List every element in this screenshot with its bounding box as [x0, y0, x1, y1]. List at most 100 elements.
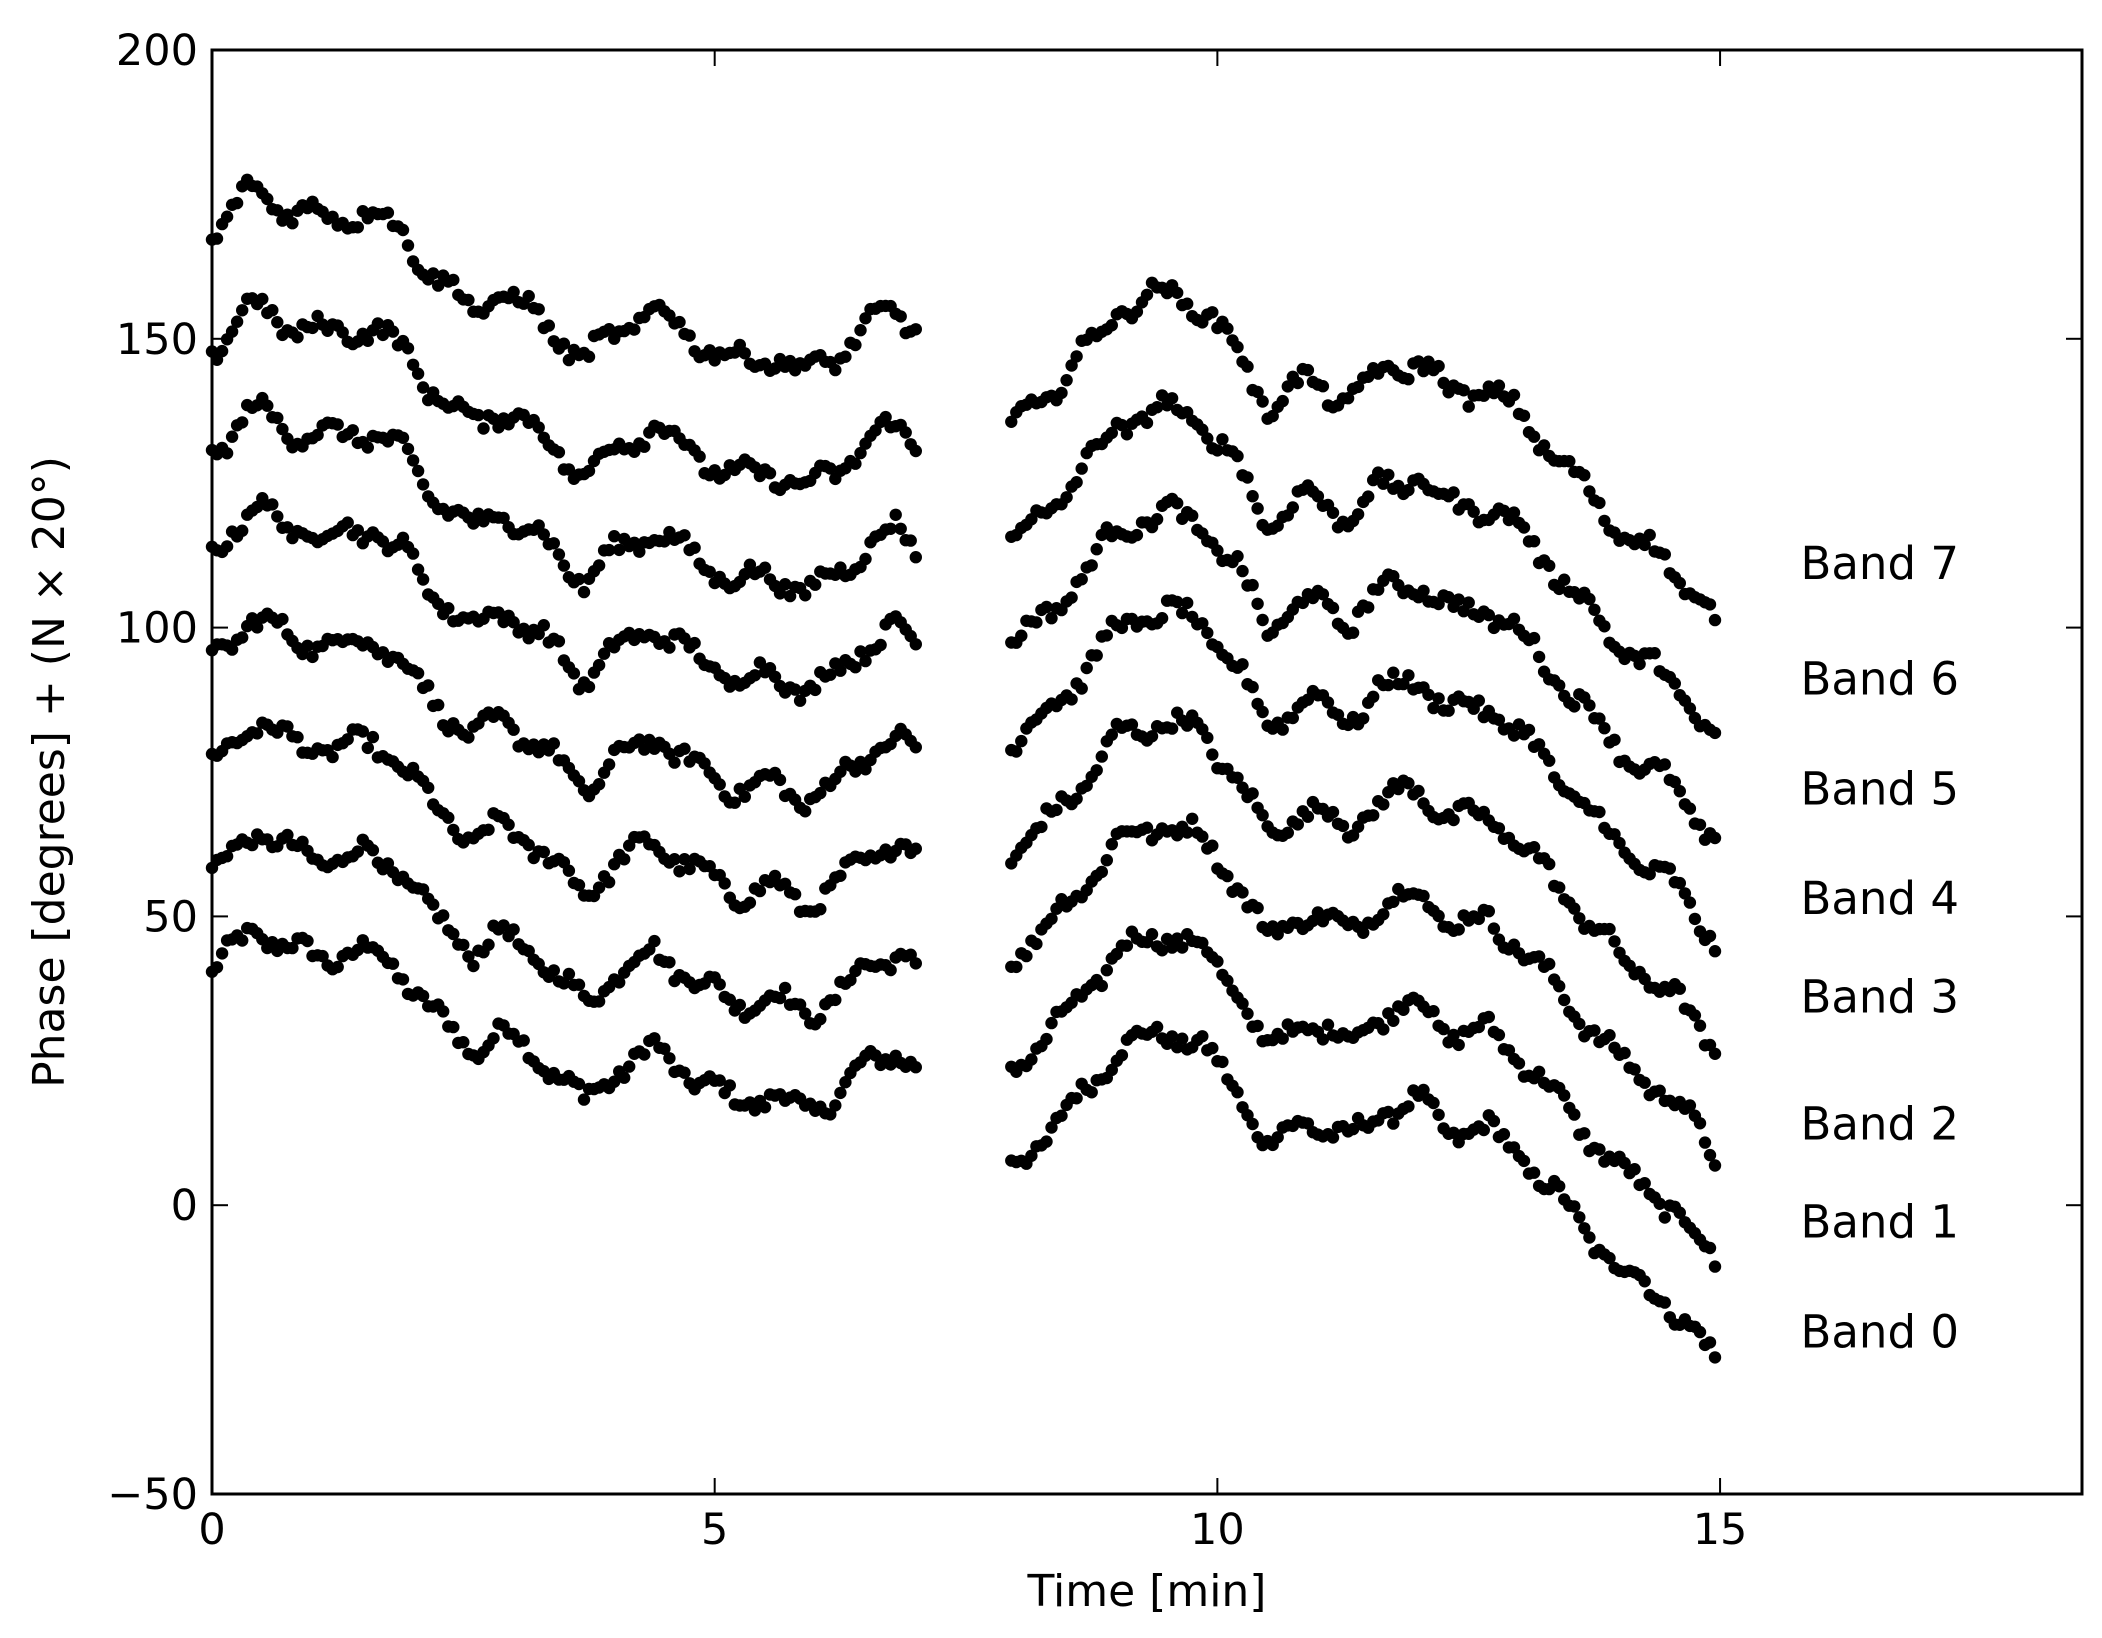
band-2-point	[602, 876, 616, 889]
band-label-4: Band 3	[1800, 970, 1958, 1023]
band-4-point	[406, 547, 420, 560]
band-5-point	[592, 559, 606, 572]
band-6-point	[230, 315, 244, 328]
band-0-point	[1573, 1211, 1586, 1224]
band-6-point	[1286, 501, 1300, 514]
band-1-point	[1241, 1007, 1254, 1020]
band-2-point	[673, 865, 686, 878]
band-2-point	[1543, 957, 1556, 971]
band-3-point	[638, 743, 651, 756]
band-4-point	[1357, 712, 1370, 725]
band-7-point	[1578, 469, 1591, 482]
band-6-point	[1447, 486, 1460, 499]
band-5-point	[1553, 679, 1566, 692]
band-5-point	[552, 548, 566, 561]
band-6-point	[371, 317, 385, 330]
band-5-point	[396, 431, 410, 444]
band-5-point	[1482, 608, 1496, 622]
band-7-point	[909, 323, 922, 336]
band-6-point	[401, 342, 415, 355]
band-7-point	[1351, 380, 1365, 394]
band-3-point	[306, 650, 319, 664]
band-5-point	[1015, 629, 1028, 642]
band-7-point	[1005, 415, 1018, 428]
band-5-point	[809, 578, 822, 591]
band-1-point	[909, 957, 922, 970]
band-7-point	[1507, 388, 1521, 402]
band-3-point	[1145, 730, 1159, 743]
band-5-point	[658, 535, 671, 548]
band-4-point	[567, 667, 581, 680]
band-7-point	[683, 329, 696, 342]
band-7-point	[1598, 514, 1611, 528]
band-4-point	[432, 597, 445, 610]
band-3-point	[572, 775, 586, 788]
band-1-point	[562, 967, 576, 981]
band-1-point	[1251, 1019, 1264, 1033]
band-2-point	[683, 862, 696, 876]
band-6-point	[1070, 476, 1083, 489]
band-5-point	[758, 561, 772, 574]
band-0-point	[663, 1052, 676, 1065]
band-7-point	[230, 196, 244, 210]
band-6-point	[1201, 432, 1214, 445]
band-1-point	[1593, 1143, 1606, 1156]
band-5-point	[1171, 497, 1184, 510]
band-6-point	[1216, 433, 1229, 446]
band-6-point	[306, 321, 319, 335]
band-1-point	[246, 838, 259, 852]
band-7-point	[1643, 528, 1656, 542]
band-0-point	[1708, 1351, 1722, 1364]
band-0-point	[1085, 1086, 1098, 1099]
band-1-point	[884, 963, 897, 977]
band-2-point	[1045, 912, 1058, 925]
band-4-point	[849, 661, 862, 674]
band-0-point	[396, 973, 410, 986]
band-4-point	[1673, 876, 1687, 890]
band-4-point	[582, 680, 596, 694]
band-4-point	[220, 540, 234, 553]
band-4-point	[768, 670, 782, 683]
band-0-point	[316, 949, 329, 963]
band-4-point	[1543, 754, 1556, 767]
band-6-point	[1115, 418, 1129, 432]
band-0-point	[437, 1005, 450, 1018]
band-2-point	[592, 881, 606, 894]
band-0-point	[1176, 1032, 1189, 1045]
band-7-point	[1231, 340, 1244, 354]
band-7-point	[532, 303, 545, 316]
band-3-point	[602, 758, 616, 771]
band-4-point	[492, 606, 505, 619]
band-3-point	[1035, 820, 1048, 834]
band-0-point	[1206, 1041, 1219, 1055]
band-7-point	[1130, 305, 1144, 318]
band-6-point	[1598, 620, 1611, 633]
band-6-point	[824, 462, 837, 475]
x-tick-label: 15	[1693, 1505, 1748, 1555]
band-5-point	[1256, 613, 1269, 627]
band-4-point	[1427, 701, 1440, 715]
band-7-point	[1171, 286, 1184, 299]
band-2-point	[1236, 886, 1249, 899]
band-4-point	[854, 645, 867, 658]
band-7-point	[1341, 392, 1355, 405]
band-6-point	[416, 381, 430, 394]
band-0-point	[1382, 1105, 1395, 1119]
band-2-point	[1100, 854, 1114, 867]
band-6-point	[1467, 505, 1480, 518]
band-3-point	[1050, 803, 1063, 817]
band-label-3: Band 4	[1800, 872, 1958, 925]
band-7-point	[381, 206, 395, 219]
band-5-point	[1598, 722, 1611, 735]
band-3-point	[246, 612, 259, 625]
band-0-point	[1150, 1020, 1164, 1034]
band-5-point	[331, 418, 344, 431]
band-3-point	[1673, 982, 1687, 995]
band-4-point	[1155, 612, 1169, 625]
band-0-point	[1497, 1128, 1511, 1141]
band-6-point	[1402, 483, 1415, 497]
band-7-point	[1070, 350, 1083, 363]
band-7-point	[396, 223, 410, 237]
